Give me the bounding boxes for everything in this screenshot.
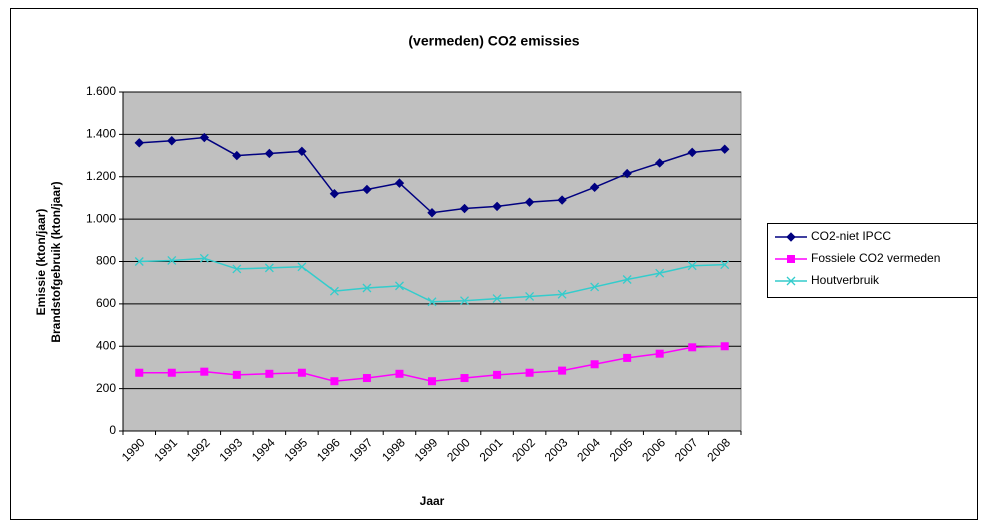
marker: [492, 201, 502, 212]
marker: [297, 146, 307, 157]
marker: [167, 255, 177, 265]
marker: [427, 297, 437, 307]
legend-marker: [786, 276, 796, 286]
y-tick-label: 1.400: [86, 127, 116, 141]
marker: [655, 268, 665, 278]
marker: [589, 182, 600, 193]
y-axis-title: Brandstofgebruik (kton/jaar): [49, 181, 63, 342]
marker: [427, 208, 437, 218]
marker: [199, 132, 210, 143]
marker: [623, 353, 632, 362]
marker: [362, 283, 372, 293]
marker: [395, 369, 404, 378]
marker: [329, 286, 339, 296]
marker: [557, 289, 567, 299]
legend-box: [767, 223, 978, 298]
marker: [134, 257, 144, 266]
y-tick-label: 1.600: [86, 84, 116, 98]
legend-label: CO2-niet IPCC: [811, 229, 891, 243]
marker: [167, 368, 176, 377]
marker: [330, 377, 339, 386]
marker: [264, 263, 274, 273]
marker: [297, 262, 307, 272]
marker: [329, 188, 340, 199]
marker: [558, 366, 567, 375]
marker: [720, 260, 730, 270]
marker: [687, 147, 697, 158]
marker: [232, 150, 242, 161]
marker: [362, 374, 371, 383]
y-tick-label: 800: [96, 254, 116, 268]
legend-label: Fossiele CO2 vermeden: [811, 251, 940, 265]
marker: [135, 368, 144, 377]
marker: [622, 275, 632, 284]
marker: [167, 136, 177, 146]
y-tick-label: 200: [96, 381, 116, 395]
marker: [525, 291, 535, 301]
marker: [232, 264, 242, 274]
y-tick-label: 1.000: [86, 211, 116, 225]
legend-label: Houtverbruik: [811, 273, 880, 287]
marker: [460, 296, 469, 306]
marker: [200, 367, 209, 376]
marker: [460, 374, 469, 383]
legend-marker: [786, 232, 796, 242]
marker: [622, 168, 632, 179]
marker: [590, 282, 600, 292]
marker: [394, 178, 405, 188]
marker: [395, 281, 404, 291]
marker: [493, 370, 502, 379]
y-tick-label: 1.200: [86, 169, 116, 183]
marker: [459, 203, 470, 214]
marker: [590, 360, 599, 369]
marker: [199, 253, 209, 263]
y-tick-label: 0: [109, 423, 116, 437]
marker: [265, 369, 274, 378]
marker: [720, 144, 730, 154]
marker: [655, 349, 664, 358]
marker: [687, 261, 697, 271]
x-axis-title: Jaar: [420, 494, 445, 508]
marker: [264, 148, 275, 159]
marker: [524, 197, 535, 207]
legend-marker: [787, 255, 795, 263]
marker: [492, 294, 502, 304]
chart-title: (vermeden) CO2 emissies: [408, 33, 579, 49]
marker: [688, 343, 697, 352]
marker: [232, 370, 241, 379]
marker: [720, 342, 729, 351]
y-tick-label: 400: [96, 338, 116, 352]
y-axis-title: Emissie (kton/jaar): [34, 209, 48, 316]
y-tick-label: 600: [96, 296, 116, 310]
marker: [297, 368, 306, 377]
marker: [525, 368, 534, 377]
marker: [557, 195, 567, 205]
marker: [362, 184, 372, 195]
marker: [428, 377, 436, 386]
marker: [654, 158, 665, 168]
marker: [134, 138, 144, 148]
